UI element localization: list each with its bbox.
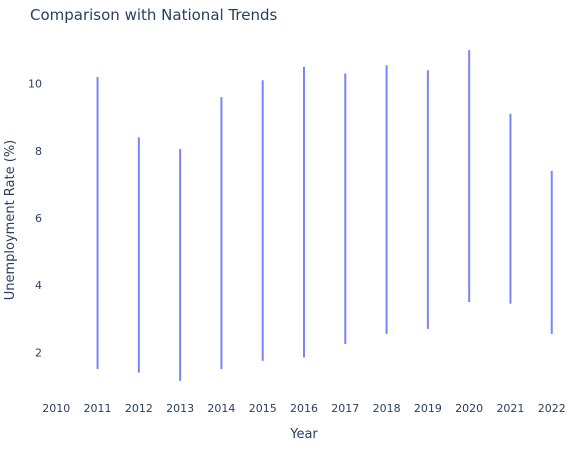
x-axis-label: Year [289, 427, 318, 442]
y-tick-label: 2 [35, 346, 42, 359]
x-tick-label: 2020 [455, 402, 483, 415]
x-tick-label: 2015 [249, 402, 277, 415]
y-tick-label: 6 [35, 212, 42, 225]
x-tick-label: 2018 [373, 402, 401, 415]
x-tick-label: 2012 [125, 402, 153, 415]
y-tick-label: 4 [35, 279, 42, 292]
x-tick-label: 2011 [84, 402, 112, 415]
y-tick-label: 8 [35, 145, 42, 158]
y-axis-label: Unemployment Rate (%) [3, 140, 18, 301]
x-tick-label: 2016 [290, 402, 318, 415]
y-tick-label: 10 [28, 78, 42, 91]
x-axis-ticks: 2010 2011 2012 2013 2014 2015 2016 2017 2018 2019… [42, 402, 565, 415]
x-tick-label: 2021 [496, 402, 524, 415]
x-tick-label: 2014 [207, 402, 235, 415]
x-tick-label: 2017 [331, 402, 359, 415]
x-tick-label: 2019 [414, 402, 442, 415]
x-tick-label: 2010 [42, 402, 70, 415]
x-tick-label: 2013 [166, 402, 194, 415]
range-lines [96, 50, 553, 381]
chart-title: Comparison with National Trends [30, 6, 277, 24]
x-tick-label: 2022 [538, 402, 566, 415]
y-axis-ticks: 2 4 6 8 10 [28, 78, 42, 360]
